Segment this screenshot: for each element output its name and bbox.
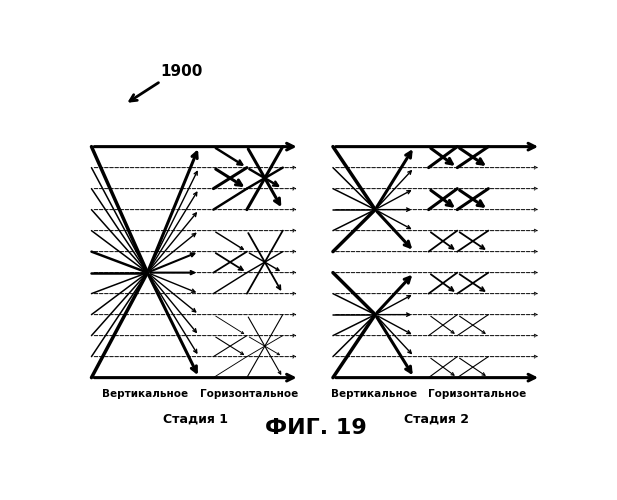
Text: ФИГ. 19: ФИГ. 19 xyxy=(265,418,367,438)
Text: Горизонтальное: Горизонтальное xyxy=(428,389,527,399)
Text: Стадия 2: Стадия 2 xyxy=(405,412,470,426)
Text: Вертикальное: Вертикальное xyxy=(102,389,188,399)
Text: Стадия 1: Стадия 1 xyxy=(163,412,228,426)
Text: 1900: 1900 xyxy=(161,64,203,79)
Text: Вертикальное: Вертикальное xyxy=(331,389,416,399)
Text: Горизонтальное: Горизонтальное xyxy=(200,389,299,399)
